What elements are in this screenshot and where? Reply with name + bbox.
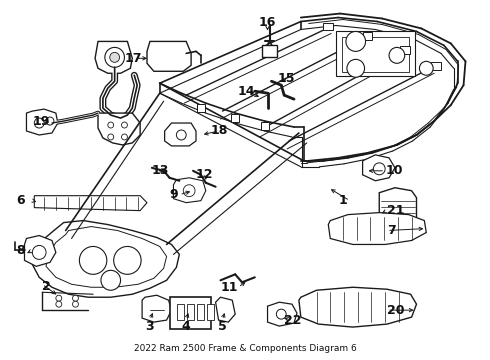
Polygon shape: [268, 302, 297, 326]
Circle shape: [122, 122, 127, 128]
Circle shape: [108, 122, 114, 128]
Bar: [177, 304, 184, 320]
Bar: [431, 62, 441, 70]
Polygon shape: [32, 221, 179, 297]
Circle shape: [108, 134, 114, 140]
Bar: [261, 122, 269, 130]
Bar: [323, 23, 333, 31]
Text: 11: 11: [220, 281, 238, 294]
Text: 9: 9: [170, 188, 178, 201]
Circle shape: [419, 61, 433, 75]
Polygon shape: [98, 113, 140, 145]
Polygon shape: [24, 235, 56, 266]
Circle shape: [114, 247, 141, 274]
Polygon shape: [34, 196, 147, 211]
Bar: [342, 37, 409, 72]
Text: 19: 19: [32, 114, 49, 127]
Circle shape: [389, 48, 405, 63]
Polygon shape: [26, 109, 58, 135]
Circle shape: [176, 130, 186, 140]
Text: 16: 16: [259, 15, 276, 28]
Text: 7: 7: [387, 224, 396, 237]
Polygon shape: [165, 123, 196, 146]
Circle shape: [34, 118, 44, 128]
Text: 14: 14: [237, 85, 255, 98]
Bar: [187, 304, 194, 320]
Polygon shape: [363, 155, 395, 181]
Polygon shape: [147, 41, 191, 71]
Bar: [262, 45, 277, 57]
Circle shape: [79, 247, 107, 274]
Text: 15: 15: [277, 72, 295, 85]
Bar: [400, 46, 410, 54]
Text: 3: 3: [146, 320, 154, 333]
Text: 22: 22: [284, 314, 302, 327]
Text: 17: 17: [124, 52, 142, 65]
Circle shape: [105, 48, 124, 67]
Circle shape: [183, 185, 195, 197]
Circle shape: [347, 59, 365, 77]
Polygon shape: [173, 178, 206, 203]
Bar: [231, 114, 239, 122]
Circle shape: [373, 163, 385, 175]
Polygon shape: [142, 295, 172, 322]
Circle shape: [122, 134, 127, 140]
Circle shape: [73, 295, 78, 301]
Text: 1: 1: [338, 194, 347, 207]
Text: 18: 18: [211, 125, 228, 138]
Bar: [197, 304, 204, 320]
Text: 10: 10: [385, 164, 403, 177]
Bar: [336, 31, 415, 76]
Polygon shape: [95, 41, 132, 73]
Bar: [170, 297, 211, 329]
Polygon shape: [328, 213, 426, 244]
Text: 12: 12: [196, 168, 214, 181]
Text: 2022 Ram 2500 Frame & Components Diagram 6: 2022 Ram 2500 Frame & Components Diagram…: [134, 344, 356, 353]
Circle shape: [32, 246, 46, 260]
Circle shape: [101, 270, 121, 290]
Bar: [207, 304, 214, 320]
Circle shape: [56, 301, 62, 307]
Circle shape: [56, 295, 62, 301]
Text: 6: 6: [17, 194, 25, 207]
Bar: [197, 104, 205, 112]
Polygon shape: [46, 226, 167, 287]
Circle shape: [276, 309, 286, 319]
Polygon shape: [216, 297, 235, 322]
Circle shape: [110, 52, 120, 62]
Text: 5: 5: [218, 320, 227, 333]
Circle shape: [46, 117, 54, 125]
Polygon shape: [299, 287, 416, 327]
Bar: [363, 32, 372, 40]
Text: 8: 8: [17, 244, 25, 257]
Text: 13: 13: [152, 164, 169, 177]
Text: 4: 4: [182, 320, 191, 333]
Text: 21: 21: [387, 204, 405, 217]
Text: 2: 2: [42, 280, 51, 293]
Text: 20: 20: [387, 303, 405, 317]
Circle shape: [346, 31, 366, 51]
Polygon shape: [379, 188, 416, 238]
Circle shape: [73, 301, 78, 307]
